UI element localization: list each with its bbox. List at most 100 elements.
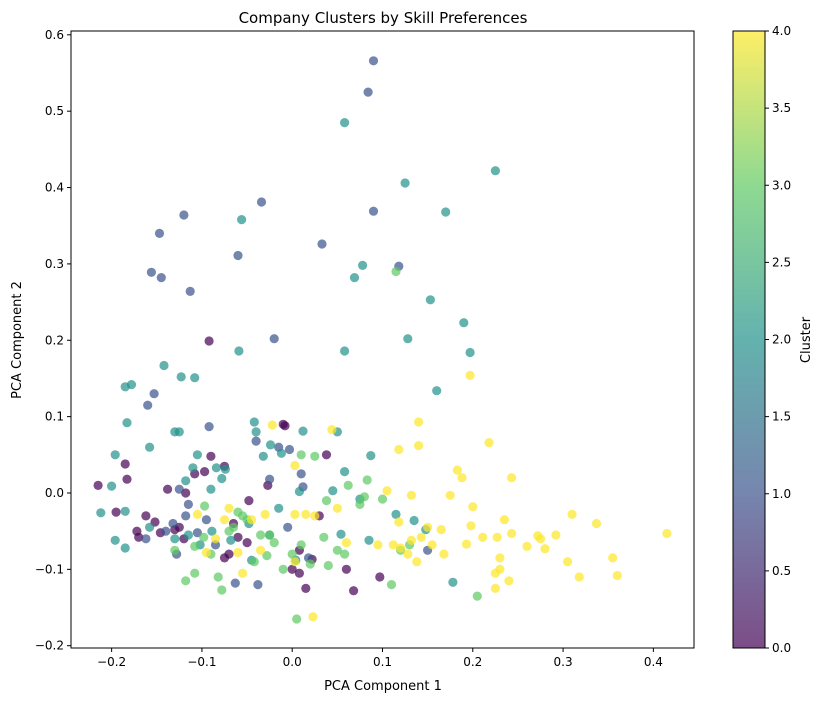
data-point-cluster-2 — [220, 464, 230, 474]
data-point-cluster-1 — [230, 578, 240, 588]
data-point-cluster-4 — [414, 441, 424, 451]
data-point-cluster-0 — [206, 451, 216, 461]
data-point-cluster-3 — [472, 591, 482, 601]
data-point-cluster-2 — [234, 346, 244, 356]
data-point-cluster-4 — [507, 528, 517, 539]
data-point-cluster-2 — [364, 535, 374, 545]
data-point-cluster-4 — [499, 515, 509, 525]
data-point-cluster-2 — [409, 515, 419, 526]
data-point-cluster-4 — [341, 538, 351, 548]
data-point-cluster-3 — [305, 559, 315, 569]
data-point-cluster-2 — [237, 215, 247, 225]
data-point-cluster-4 — [466, 521, 476, 531]
data-point-cluster-1 — [284, 444, 295, 455]
data-point-cluster-2 — [145, 522, 155, 532]
data-point-cluster-2 — [170, 534, 180, 544]
data-point-cluster-0 — [233, 532, 243, 542]
data-point-cluster-0 — [93, 480, 103, 490]
data-point-cluster-1 — [269, 334, 279, 344]
data-point-cluster-1 — [179, 210, 189, 220]
y-tick-label: −0.1 — [35, 562, 64, 576]
data-point-cluster-4 — [478, 532, 488, 542]
data-point-cluster-3 — [287, 549, 297, 559]
data-point-cluster-4 — [468, 502, 478, 512]
data-point-cluster-4 — [267, 420, 277, 430]
data-point-cluster-4 — [452, 465, 462, 475]
y-tick-label: 0.5 — [45, 104, 64, 118]
data-point-cluster-2 — [107, 481, 117, 491]
data-point-cluster-3 — [359, 492, 369, 502]
y-tick-label: 0.6 — [45, 28, 64, 42]
data-point-cluster-0 — [141, 511, 151, 521]
data-point-cluster-2 — [448, 577, 458, 587]
data-point-cluster-2 — [274, 503, 284, 513]
data-point-cluster-1 — [256, 197, 267, 207]
data-point-cluster-2 — [190, 373, 200, 383]
data-point-cluster-4 — [233, 547, 243, 558]
data-point-cluster-3 — [362, 475, 372, 485]
data-point-cluster-1 — [143, 400, 153, 410]
data-point-cluster-2 — [145, 442, 155, 452]
data-point-cluster-3 — [265, 530, 275, 540]
data-point-cluster-4 — [495, 553, 505, 563]
data-point-cluster-0 — [122, 474, 132, 484]
data-point-cluster-2 — [120, 543, 130, 553]
data-point-cluster-4 — [461, 539, 472, 549]
data-point-cluster-3 — [249, 557, 259, 567]
data-point-cluster-2 — [490, 166, 500, 176]
data-point-cluster-4 — [210, 534, 221, 544]
data-point-cluster-0 — [163, 484, 173, 494]
data-point-cluster-1 — [233, 250, 243, 261]
data-point-cluster-2 — [340, 346, 350, 356]
data-point-cluster-1 — [265, 474, 275, 484]
data-point-cluster-3 — [296, 450, 306, 460]
data-point-cluster-3 — [343, 480, 353, 490]
data-point-cluster-1 — [192, 528, 202, 538]
data-point-cluster-2 — [441, 207, 451, 217]
data-point-cluster-0 — [120, 459, 130, 469]
data-point-cluster-0 — [111, 507, 121, 517]
x-axis: −0.2 −0.1 0.0 0.1 0.2 0.3 0.4 — [97, 648, 663, 669]
data-point-cluster-3 — [391, 266, 401, 277]
data-point-cluster-4 — [465, 370, 475, 380]
data-point-cluster-2 — [217, 473, 227, 484]
data-point-cluster-2 — [96, 508, 106, 518]
data-point-cluster-4 — [445, 490, 455, 500]
data-point-cluster-4 — [310, 511, 320, 521]
data-point-cluster-4 — [396, 543, 406, 553]
data-point-cluster-3 — [332, 545, 342, 555]
data-point-cluster-2 — [207, 526, 217, 536]
data-point-cluster-3 — [269, 538, 279, 548]
data-point-cluster-3 — [217, 585, 227, 595]
data-point-cluster-4 — [574, 572, 584, 582]
data-point-cluster-2 — [358, 260, 368, 270]
data-point-cluster-4 — [406, 490, 416, 500]
colorbar-tick-label: 1.5 — [772, 410, 791, 424]
colorbar-ticks: 0.0 0.5 1.0 1.5 2.0 2.5 3.0 3.5 4.0 — [765, 24, 791, 655]
data-point-cluster-1 — [368, 206, 379, 216]
data-point-cluster-4 — [612, 570, 622, 581]
data-point-cluster-1 — [204, 422, 214, 432]
data-point-cluster-1 — [183, 499, 193, 509]
data-point-cluster-2 — [400, 178, 410, 188]
data-point-cluster-4 — [332, 503, 342, 513]
colorbar-tick-label: 2.0 — [772, 333, 791, 347]
colorbar-tick-label: 2.5 — [772, 255, 791, 269]
data-point-cluster-2 — [192, 450, 202, 460]
data-point-cluster-2 — [170, 427, 180, 437]
data-point-cluster-4 — [427, 540, 437, 550]
data-point-cluster-1 — [317, 239, 327, 249]
y-tick-label: 0.2 — [45, 333, 64, 347]
data-point-cluster-2 — [425, 295, 435, 305]
x-tick-label: 0.3 — [554, 655, 573, 669]
colorbar-label: Cluster — [799, 316, 814, 363]
data-point-cluster-0 — [204, 336, 214, 346]
data-point-cluster-3 — [170, 545, 180, 555]
data-point-cluster-1 — [161, 526, 171, 536]
data-point-cluster-4 — [495, 564, 505, 574]
data-point-cluster-4 — [567, 509, 577, 519]
data-point-cluster-3 — [190, 568, 200, 578]
data-point-cluster-2 — [226, 535, 236, 545]
